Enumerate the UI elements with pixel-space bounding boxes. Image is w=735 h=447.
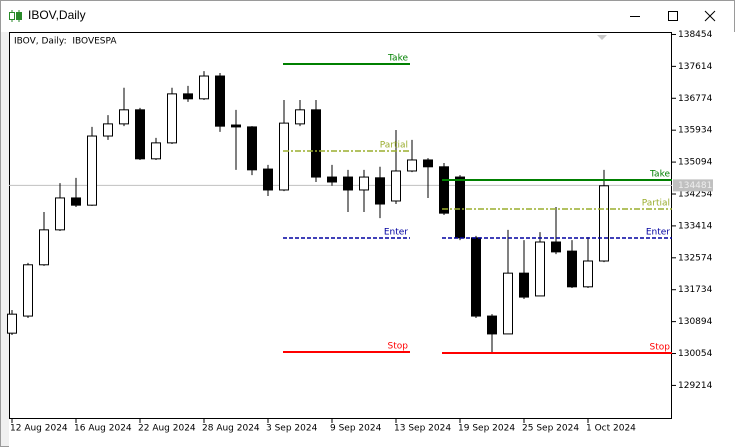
- x-tick-label: 9 Sep 2024: [330, 424, 382, 434]
- candle-body: [535, 241, 545, 297]
- candle-body: [375, 177, 385, 205]
- candle-body: [519, 272, 529, 298]
- trade-level-label: Enter: [646, 228, 670, 238]
- last-price-label: 134481: [678, 181, 712, 191]
- x-tick-label: 25 Sep 2024: [522, 424, 579, 434]
- y-tick-label: 134254: [678, 189, 713, 199]
- x-tick-label: 12 Aug 2024: [10, 424, 68, 434]
- candle-body: [199, 75, 209, 100]
- candle-body: [119, 109, 129, 125]
- y-tick-label: 135934: [678, 126, 713, 136]
- candle-body: [135, 109, 145, 160]
- candle-body: [183, 93, 193, 100]
- last-price-box: [673, 179, 713, 192]
- y-tick-label: 138454: [678, 30, 713, 40]
- candle-body: [567, 250, 577, 288]
- y-tick-label: 130054: [678, 349, 713, 359]
- close-button[interactable]: [704, 10, 716, 22]
- x-tick-label: 22 Aug 2024: [138, 424, 196, 434]
- candle-body: [87, 135, 97, 206]
- y-tick-label: 131734: [678, 285, 713, 295]
- chart-area: [9, 32, 735, 447]
- app-icon: [9, 10, 22, 22]
- candle-body: [103, 123, 113, 137]
- trade-level-label: Take: [649, 169, 670, 179]
- x-tick-label: 3 Sep 2024: [266, 424, 318, 434]
- trade-level-label: Take: [387, 53, 408, 63]
- x-tick-label: 19 Sep 2024: [458, 424, 515, 434]
- y-tick-label: 132574: [678, 253, 713, 263]
- candle-body: [71, 197, 81, 206]
- candle-body: [55, 197, 65, 231]
- candle-body: [311, 109, 321, 178]
- candle-body: [263, 168, 273, 191]
- one-click-toggle[interactable]: [597, 35, 607, 40]
- candle-body: [295, 109, 305, 125]
- candle-body: [407, 159, 417, 172]
- trade-level-label: Stop: [650, 342, 671, 352]
- y-tick-label: 135094: [678, 158, 713, 168]
- candle-body: [151, 142, 161, 160]
- candle-body: [391, 170, 401, 202]
- candle-body: [215, 75, 225, 127]
- y-tick-label: 130894: [678, 317, 713, 327]
- x-tick-label: 28 Aug 2024: [202, 424, 260, 434]
- trade-level-label: Stop: [388, 341, 409, 351]
- candle-body: [7, 313, 17, 334]
- candle-body: [343, 176, 353, 191]
- candle-body: [439, 166, 449, 214]
- window-title: IBOV,Daily: [28, 8, 86, 22]
- candle-body: [279, 122, 289, 191]
- candle-body: [167, 93, 177, 144]
- trade-level-label: Enter: [384, 228, 408, 238]
- candle-body: [455, 176, 465, 239]
- candle-body: [583, 260, 593, 288]
- candle-body: [247, 126, 257, 171]
- trade-level-label: Partial: [380, 140, 408, 150]
- candle-body: [39, 229, 49, 266]
- x-tick-label: 1 Oct 2024: [586, 424, 636, 434]
- trade-level-label: Partial: [642, 198, 670, 208]
- x-tick-label: 16 Aug 2024: [74, 424, 132, 434]
- candle-body: [487, 315, 497, 335]
- candle-body: [551, 241, 561, 253]
- candle-body: [327, 176, 337, 183]
- plot-frame: [9, 32, 672, 419]
- candle-body: [23, 264, 33, 317]
- y-tick-label: 137614: [678, 62, 713, 72]
- candle-body: [599, 185, 609, 262]
- y-tick-label: 133414: [678, 221, 713, 231]
- chart-title: IBOV, Daily: IBOVESPA: [14, 37, 117, 47]
- title-bar: [1, 1, 734, 32]
- y-tick-label: 129214: [678, 381, 713, 391]
- candle-body: [503, 272, 513, 335]
- x-tick-label: 13 Sep 2024: [394, 424, 451, 434]
- candle-body: [471, 237, 481, 317]
- candle-body: [423, 159, 433, 168]
- maximize-button[interactable]: [668, 11, 678, 21]
- candle-body: [359, 176, 369, 191]
- y-tick-label: 136774: [678, 94, 713, 104]
- candle-body: [231, 124, 241, 128]
